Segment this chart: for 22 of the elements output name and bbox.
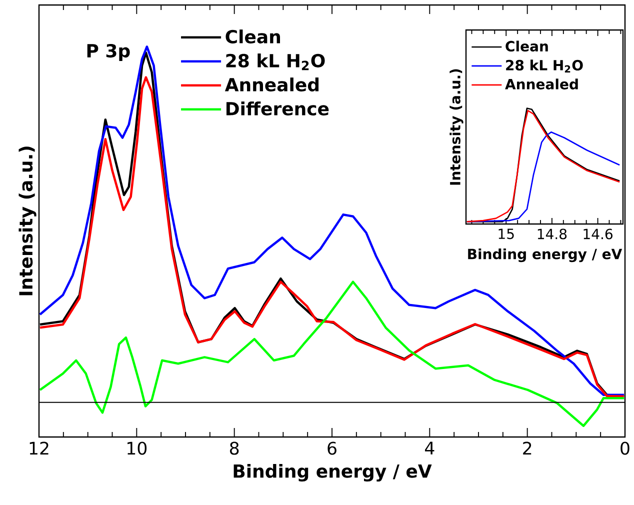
x-tick-label: 12 <box>30 442 48 455</box>
x-axis-title: Binding energy / eV <box>234 464 432 482</box>
legend-label: Annealed <box>505 78 578 90</box>
legend-label: 28 kL H$_{2}$O <box>506 60 583 73</box>
x-tick-label: 14.8 <box>538 228 567 240</box>
x-tick-label: 0 <box>620 442 630 455</box>
y-axis-title: Intensity (a.u.) <box>18 146 36 296</box>
annotation: P 3p <box>87 44 130 62</box>
x-tick-label: 2 <box>523 442 532 455</box>
legend-label: 28 kL H$_{2}$O <box>226 54 325 70</box>
x-tick-label: 10 <box>128 442 147 455</box>
x-tick-label: 8 <box>230 442 239 455</box>
x-tick-label: 15 <box>498 228 514 240</box>
x-tick-label: 14.6 <box>584 228 612 240</box>
legend-label: Clean <box>226 30 280 44</box>
x-tick-label: 4 <box>424 442 434 454</box>
x-axis-title: Binding energy / eV <box>468 248 622 262</box>
legend-label: Difference <box>226 102 329 116</box>
legend-label: Annealed <box>224 78 319 92</box>
legend-label: Clean <box>506 40 548 52</box>
y-axis-title: Intensity (a.u.) <box>450 69 464 185</box>
x-tick-label: 6 <box>328 442 336 455</box>
